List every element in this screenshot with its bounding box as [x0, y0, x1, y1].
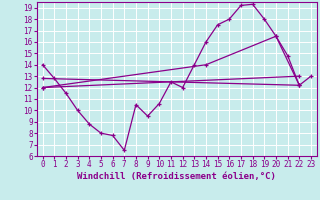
X-axis label: Windchill (Refroidissement éolien,°C): Windchill (Refroidissement éolien,°C) [77, 172, 276, 181]
